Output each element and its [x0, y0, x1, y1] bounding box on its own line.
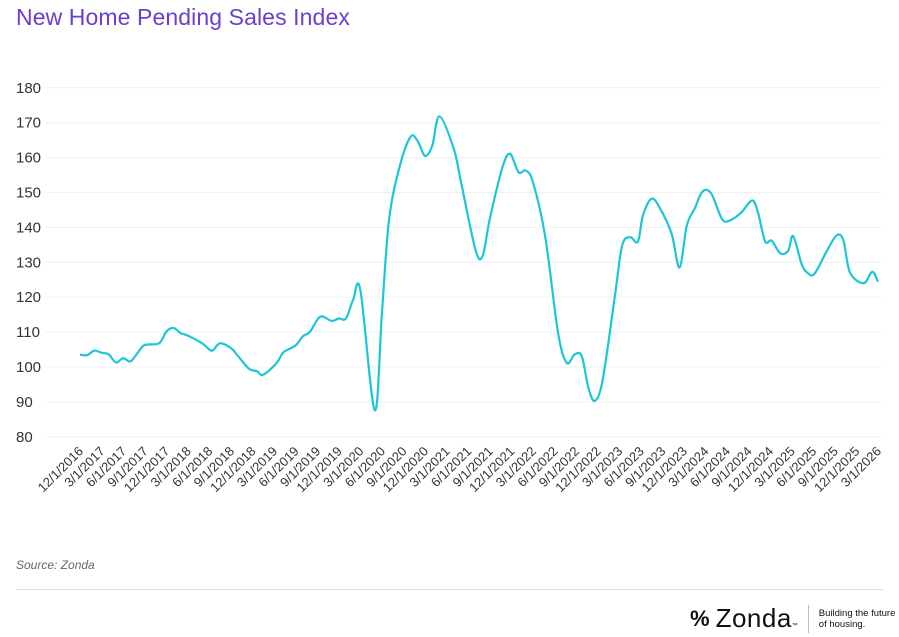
y-axis-ticks: 180 170 160 150 140 130 120 110 100 90 80 [16, 80, 41, 446]
y-tick-label: 90 [16, 394, 33, 411]
y-tick-label: 140 [16, 219, 41, 236]
y-tick-label: 130 [16, 254, 41, 271]
y-tick-label: 120 [16, 289, 41, 306]
source-note: Source: Zonda [16, 558, 95, 572]
zonda-logo: % Zonda ™ Building the future of housing… [690, 603, 895, 634]
x-axis-ticks: 12/1/20163/1/20176/1/20179/1/201712/1/20… [35, 444, 885, 496]
y-tick-label: 170 [16, 115, 41, 132]
y-tick-label: 80 [16, 429, 33, 446]
tagline-line-2: of housing. [818, 618, 866, 630]
zonda-mark-icon: % [690, 605, 710, 631]
brand-name: Zonda [715, 603, 792, 633]
tagline-line-1: Building the future [818, 607, 896, 619]
trademark: ™ [791, 623, 798, 629]
y-tick-label: 110 [16, 324, 40, 341]
chart-title: New Home Pending Sales Index [16, 4, 350, 30]
y-tick-label: 100 [16, 359, 41, 376]
gridlines [45, 87, 882, 438]
y-tick-label: 150 [16, 185, 41, 202]
y-tick-label: 180 [16, 80, 41, 97]
series-line-pending-sales-index [79, 115, 879, 412]
divider [16, 589, 883, 590]
logo-separator [807, 604, 809, 633]
line-chart: 180 170 160 150 140 130 120 110 100 90 80 12/1/201… [16, 80, 885, 496]
y-tick-label: 160 [16, 150, 41, 167]
brand-tagline: Building the future of housing. [819, 608, 896, 630]
